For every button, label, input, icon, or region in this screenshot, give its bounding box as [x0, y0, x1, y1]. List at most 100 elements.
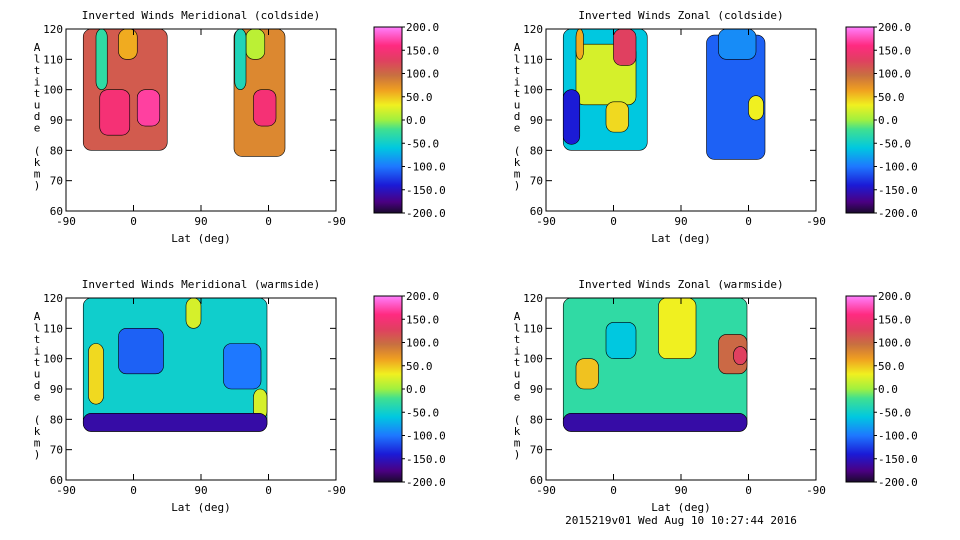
colorbar — [373, 295, 403, 483]
x-ticks: -90 0 90 0 -90 — [536, 298, 826, 497]
colorbar-tick-label: 50.0 — [406, 91, 433, 104]
colorbar-tick-label: -100.0 — [406, 161, 446, 174]
colorbar-tick-label: -50.0 — [406, 137, 439, 150]
contour-region — [562, 412, 748, 432]
y-tick-label: 110 — [523, 53, 543, 66]
y-tick-label: 120 — [43, 292, 63, 305]
x-tick-label: 0 — [610, 215, 617, 228]
colorbar-ticks: 200.0 150.0 100.0 50.0 0.0 -50.0 -100.0 -150.0 -… — [874, 21, 918, 220]
y-tick-label: 80 — [50, 413, 63, 426]
colorbar-tick-label: 200.0 — [406, 21, 439, 34]
contour-region — [562, 89, 581, 145]
chart-title: Inverted Winds Zonal (coldside) — [578, 9, 783, 22]
x-axis-label: Lat (deg) — [651, 501, 711, 514]
y-tick-label: 100 — [523, 84, 543, 97]
contour-region — [185, 297, 202, 329]
colorbar-tick-label: 200.0 — [406, 290, 439, 303]
x-tick-label: -90 — [326, 215, 346, 228]
colorbar-tick-label: -50.0 — [878, 406, 911, 419]
colorbar-tick-label: 100.0 — [406, 337, 439, 350]
contour-region — [748, 95, 764, 121]
contour-region — [82, 412, 268, 432]
y-tick-label: 80 — [530, 413, 543, 426]
contour-region — [733, 346, 748, 366]
y-ticks: 60 70 80 90 100 110 120 — [523, 292, 816, 487]
colorbar-tick-label: 0.0 — [878, 383, 898, 396]
colorbar-tick-label: 50.0 — [878, 91, 905, 104]
contour-region — [605, 321, 637, 359]
colorbar-tick-label: -100.0 — [878, 430, 918, 443]
y-tick-label: 80 — [50, 144, 63, 157]
colorbar-tick-label: -200.0 — [878, 476, 918, 489]
y-tick-label: 110 — [43, 322, 63, 335]
colorbar-tick-label: 200.0 — [878, 21, 911, 34]
contour-region — [118, 28, 138, 60]
y-tick-label: 90 — [530, 383, 543, 396]
colorbar-tick-label: 50.0 — [878, 360, 905, 373]
y-tick-label: 70 — [50, 175, 63, 188]
y-tick-label: 100 — [43, 84, 63, 97]
contour-region — [223, 343, 262, 390]
contour-region — [613, 28, 637, 66]
colorbar-tick-label: -200.0 — [878, 207, 918, 220]
x-ticks: -90 0 90 0 -90 — [56, 29, 346, 228]
y-tick-label: 110 — [43, 53, 63, 66]
x-tick-label: 90 — [674, 484, 687, 497]
x-tick-label: 0 — [610, 484, 617, 497]
x-tick-label: -90 — [326, 484, 346, 497]
contour-region — [575, 358, 599, 390]
y-ticks: 60 70 80 90 100 110 120 — [523, 23, 816, 218]
colorbar-tick-label: -200.0 — [406, 476, 446, 489]
y-tick-label: 120 — [523, 292, 543, 305]
x-tick-label: 90 — [194, 215, 207, 228]
colorbar-ticks: 200.0 150.0 100.0 50.0 0.0 -50.0 -100.0 -150.0 -… — [874, 290, 918, 489]
colorbar-tick-label: 150.0 — [878, 313, 911, 326]
colorbar-tick-label: 0.0 — [406, 114, 426, 127]
colorbar-tick-label: -50.0 — [406, 406, 439, 419]
y-tick-label: 60 — [50, 205, 63, 218]
plot-area — [65, 28, 337, 212]
x-tick-label: -90 — [536, 215, 556, 228]
x-tick-label: -90 — [56, 215, 76, 228]
contour-region — [234, 28, 247, 90]
contour-region — [658, 297, 697, 359]
y-tick-label: 70 — [530, 444, 543, 457]
chart-title: Inverted Winds Meridional (coldside) — [82, 9, 320, 22]
colorbar-ticks: 200.0 150.0 100.0 50.0 0.0 -50.0 -100.0 -150.0 -… — [402, 21, 446, 220]
x-axis-label: Lat (deg) — [171, 232, 231, 245]
colorbar-tick-label: 150.0 — [878, 44, 911, 57]
x-axis-label: Lat (deg) — [651, 232, 711, 245]
colorbar-tick-label: -150.0 — [878, 184, 918, 197]
colorbar-ticks: 200.0 150.0 100.0 50.0 0.0 -50.0 -100.0 -150.0 -… — [402, 290, 446, 489]
y-tick-label: 90 — [50, 114, 63, 127]
colorbar — [845, 295, 875, 483]
colorbar-tick-label: -100.0 — [878, 161, 918, 174]
colorbar-tick-label: -200.0 — [406, 207, 446, 220]
contour-region — [575, 28, 584, 60]
colorbar-tick-label: -150.0 — [406, 184, 446, 197]
y-tick-label: 90 — [50, 383, 63, 396]
colorbar — [845, 26, 875, 214]
contour-region — [245, 28, 266, 60]
y-ticks: 60 70 80 90 100 110 120 — [43, 23, 336, 218]
contour-region — [718, 28, 757, 60]
chart-title: Inverted Winds Meridional (warmside) — [82, 278, 320, 291]
y-tick-label: 110 — [523, 322, 543, 335]
x-ticks: -90 0 90 0 -90 — [536, 29, 826, 228]
x-tick-label: 0 — [745, 484, 752, 497]
colorbar-tick-label: -150.0 — [406, 453, 446, 466]
y-ticks: 60 70 80 90 100 110 120 — [43, 292, 336, 487]
colorbar-tick-label: 0.0 — [878, 114, 898, 127]
colorbar-tick-label: -50.0 — [878, 137, 911, 150]
x-tick-label: 0 — [745, 215, 752, 228]
x-tick-label: 0 — [265, 215, 272, 228]
y-tick-label: 70 — [50, 444, 63, 457]
x-tick-label: -90 — [56, 484, 76, 497]
y-tick-label: 90 — [530, 114, 543, 127]
x-tick-label: 90 — [194, 484, 207, 497]
y-tick-label: 70 — [530, 175, 543, 188]
chart-panel-zonal-coldside: Inverted Winds Zonal (coldside) 200.0 150… — [514, 9, 918, 245]
